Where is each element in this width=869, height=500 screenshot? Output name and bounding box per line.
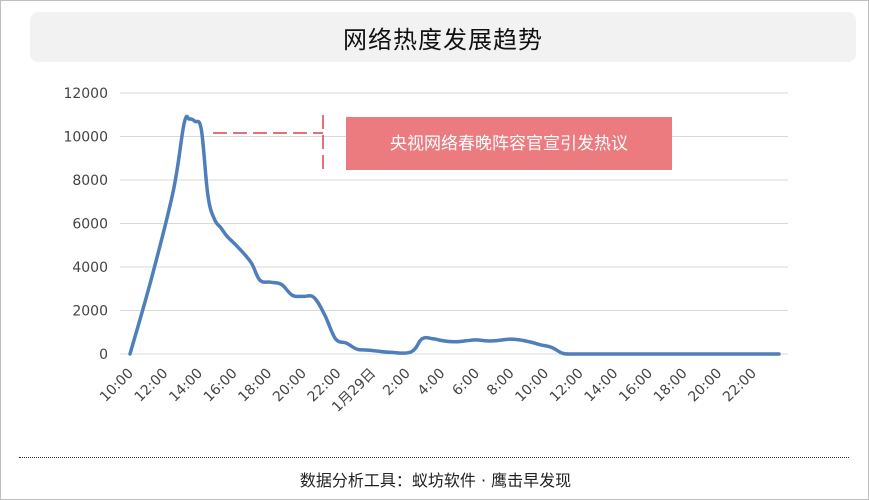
- x-axis-ticks: 10:0012:0014:0016:0018:0020:0022:001月29日…: [97, 366, 760, 416]
- data-source-note: 数据分析工具：蚁坊软件 · 鹰击早发现: [299, 471, 572, 490]
- chart-title-bar: 网络热度发展趋势: [30, 12, 856, 62]
- footer-divider: [19, 457, 849, 458]
- y-tick-label: 12000: [63, 86, 108, 102]
- x-tick-label: 14:00: [166, 366, 206, 406]
- y-tick-label: 0: [99, 347, 108, 363]
- x-tick-label: 2:00: [380, 366, 414, 400]
- x-tick-label: 16:00: [201, 366, 241, 406]
- annotation-text: 央视网络春晚阵容官宣引发热议: [390, 134, 628, 154]
- x-tick-label: 20:00: [270, 366, 310, 406]
- x-tick-label: 20:00: [685, 366, 725, 406]
- x-tick-label: 10:00: [97, 366, 137, 406]
- x-tick-label: 16:00: [616, 366, 656, 406]
- y-tick-label: 4000: [72, 260, 108, 276]
- y-tick-label: 10000: [63, 130, 108, 146]
- x-tick-label: 6:00: [449, 366, 483, 400]
- annotation: 央视网络春晚阵容官宣引发热议: [213, 115, 672, 173]
- x-tick-label: 4:00: [415, 366, 449, 400]
- x-tick-label: 18:00: [235, 366, 275, 406]
- x-tick-label: 12:00: [132, 366, 172, 406]
- y-tick-label: 6000: [72, 217, 108, 233]
- x-tick-label: 18:00: [651, 366, 691, 406]
- y-tick-label: 2000: [72, 304, 108, 320]
- x-tick-label: 12:00: [547, 366, 587, 406]
- grid-lines: [120, 92, 788, 355]
- x-tick-label: 14:00: [582, 366, 622, 406]
- y-axis-ticks: 0 2000 4000 6000 8000 10000 12000: [63, 86, 108, 363]
- x-tick-label: 10:00: [512, 366, 552, 406]
- annotation-box: [346, 117, 672, 170]
- chart-title: 网络热度发展趋势: [343, 25, 543, 54]
- y-tick-label: 8000: [72, 173, 108, 189]
- x-tick-label: 22:00: [720, 366, 760, 406]
- heat-trend-line: [128, 114, 781, 356]
